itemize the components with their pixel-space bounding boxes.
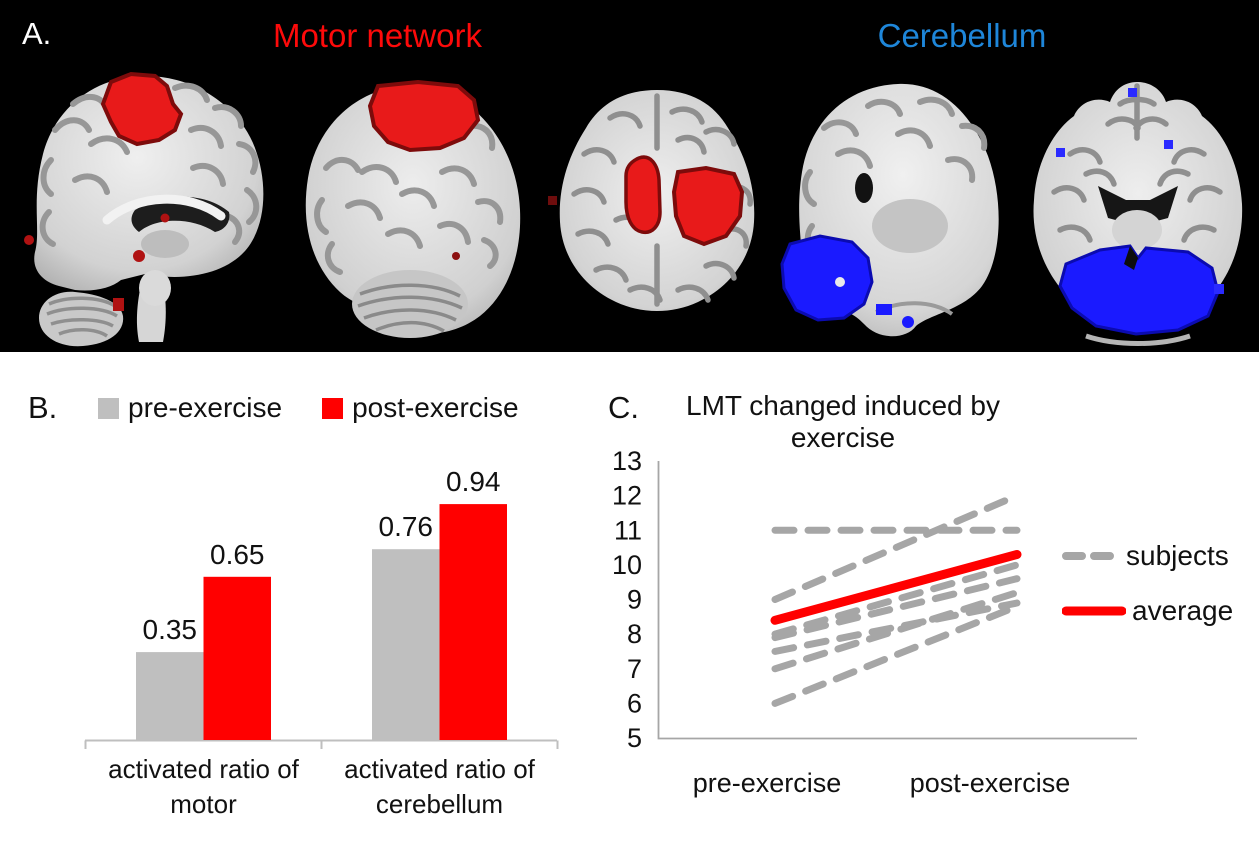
blue-speck: [902, 316, 914, 328]
svg-text:post-exercise: post-exercise: [910, 768, 1071, 798]
svg-text:0.35: 0.35: [143, 614, 198, 645]
gyri-texture: [1051, 83, 1223, 243]
ventricle-dark: [855, 173, 873, 203]
motor-activation-blob: [100, 71, 184, 147]
blue-specks: [1056, 88, 1224, 294]
panel-c-label: C.: [608, 390, 639, 425]
legend-label-pre-exercise: pre-exercise: [128, 392, 283, 423]
panel-b-label: B.: [28, 390, 58, 425]
svg-text:8: 8: [627, 619, 642, 649]
svg-text:pre-exercise: pre-exercise: [693, 768, 842, 798]
bar-chart-plot: 0.35 0.65 0.76 0.94 activated ratio of motor a…: [84, 466, 559, 819]
svg-text:13: 13: [612, 446, 642, 476]
svg-text:0.94: 0.94: [446, 466, 501, 497]
bar-chart-legend: pre-exercise post-exercise: [98, 392, 519, 424]
svg-text:10: 10: [612, 550, 642, 580]
average-solid-swatch: [1062, 606, 1126, 616]
motor-activation-right: [671, 165, 745, 247]
svg-text:0.76: 0.76: [379, 511, 434, 542]
svg-text:9: 9: [627, 585, 642, 615]
panel-c-line-chart: C. LMT changed induced by exercise 5 6 7 8 9…: [600, 382, 1259, 843]
motor-network-title: Motor network: [272, 17, 483, 54]
brain-slice-axial-cerebellum: [1033, 82, 1243, 346]
gyri-texture: [39, 81, 260, 247]
blue-blob-notch: [1124, 246, 1138, 270]
svg-text:5: 5: [627, 723, 642, 753]
cerebellum-stripes: [46, 296, 118, 338]
cerebellum-title: Cerebellum: [877, 17, 1047, 54]
corpus-callosum: [102, 194, 226, 225]
panel-b-bar-chart: B. pre-exercise post-exercise 0.35 0.65 0.…: [20, 382, 590, 843]
thalamus: [141, 230, 189, 258]
line-chart-legend: subjects average: [1062, 540, 1233, 627]
pons: [139, 270, 171, 306]
post-exercise-swatch: [322, 397, 344, 419]
motor-activation-midline: [624, 155, 662, 235]
motor-activation-blob: [367, 79, 481, 153]
gyri-texture: [802, 96, 988, 259]
svg-text:0.65: 0.65: [210, 539, 265, 570]
brain-slice-sagittal-cerebellum: [780, 83, 999, 337]
subjects-dashed-swatch: [1062, 552, 1120, 560]
legend-item-subjects: subjects: [1062, 540, 1233, 572]
small-red-activation: [548, 196, 557, 205]
small-red-activation: [452, 252, 460, 260]
legend-label-average: average: [1132, 595, 1234, 626]
legend-item-average: average: [1062, 595, 1233, 627]
panel-a-label: A.: [22, 16, 52, 51]
svg-text:6: 6: [627, 688, 642, 718]
legend-label-subjects: subjects: [1126, 540, 1229, 571]
legend-label-post-exercise: post-exercise: [352, 392, 519, 423]
midbrain-dark: [1098, 186, 1178, 226]
small-red-activations: [24, 213, 170, 311]
line-chart-plot: 5 6 7 8 9 10 11 12 13 pre-exercise post-exercise: [612, 446, 1137, 798]
line-chart-title: LMT changed induced by exercise: [686, 390, 1000, 453]
pre-exercise-swatch: [98, 397, 119, 419]
cerebellum-activation-blob: [780, 234, 874, 322]
svg-text:11: 11: [614, 515, 642, 545]
brain-slice-sagittal-medial-motor: [24, 71, 264, 347]
blue-speck: [876, 304, 892, 315]
panel-a-brain-images: A. Motor network Cerebellum: [0, 0, 1259, 352]
brain-slice-sagittal-lateral-motor: [305, 79, 521, 338]
cerebrum: [305, 85, 521, 334]
occipital-edge: [1085, 333, 1191, 346]
cerebellum-activation-blob: [1058, 244, 1220, 336]
svg-text:7: 7: [627, 654, 642, 684]
blue-blob-highlight: [835, 277, 845, 287]
cerebellum-stripes: [357, 283, 463, 333]
brainstem: [1112, 210, 1162, 250]
brain-slice-axial-motor: [548, 90, 755, 311]
legend-item-post-exercise: post-exercise: [322, 392, 519, 424]
legend-item-pre-exercise: pre-exercise: [98, 392, 282, 424]
basal-ganglia: [872, 199, 948, 253]
svg-text:12: 12: [612, 481, 642, 511]
